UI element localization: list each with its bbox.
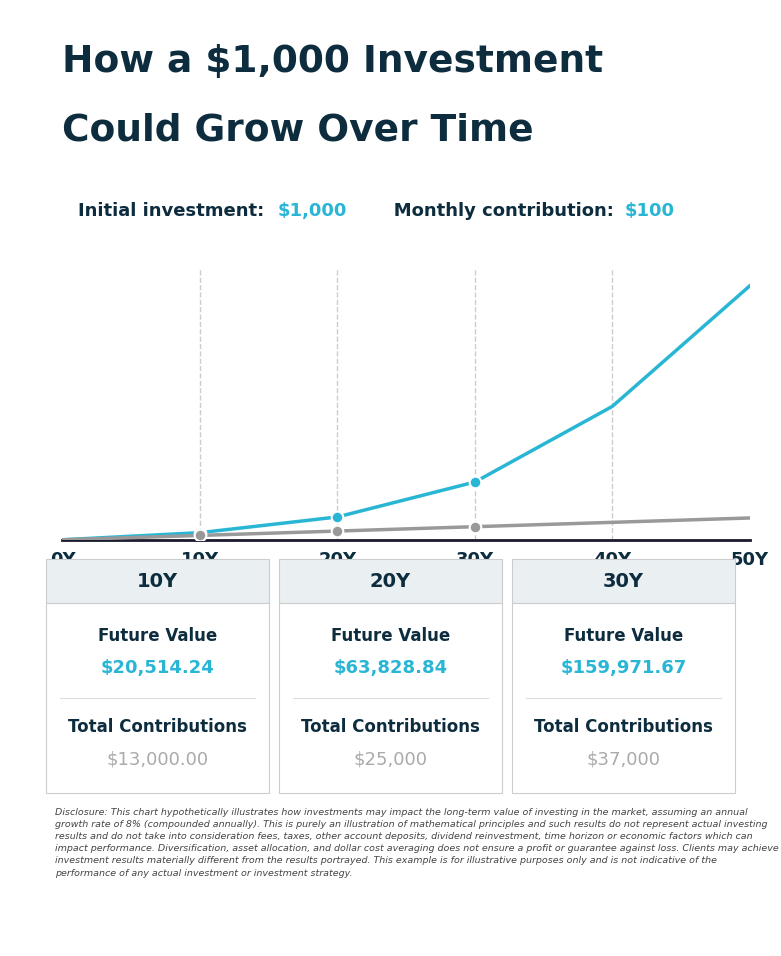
Point xyxy=(194,525,206,540)
Point xyxy=(331,524,344,539)
Text: $25,000: $25,000 xyxy=(354,750,427,769)
Text: $63,828.84: $63,828.84 xyxy=(333,659,448,677)
Text: Could Grow Over Time: Could Grow Over Time xyxy=(62,112,534,148)
Text: Future Value: Future Value xyxy=(98,626,217,644)
Text: Disclosure: This chart hypothetically illustrates how investments may impact the: Disclosure: This chart hypothetically il… xyxy=(55,808,779,878)
Text: $1,000: $1,000 xyxy=(277,202,347,220)
Point xyxy=(469,474,481,489)
Point xyxy=(469,519,481,534)
Text: Future Value: Future Value xyxy=(331,626,450,644)
FancyBboxPatch shape xyxy=(280,559,502,603)
FancyBboxPatch shape xyxy=(512,559,735,603)
Text: 10Y: 10Y xyxy=(137,572,178,591)
FancyBboxPatch shape xyxy=(46,603,269,793)
Text: 30Y: 30Y xyxy=(603,572,644,591)
FancyBboxPatch shape xyxy=(46,559,269,603)
Text: Initial investment:: Initial investment: xyxy=(78,202,270,220)
Text: $159,971.67: $159,971.67 xyxy=(561,659,686,677)
Point xyxy=(194,528,206,543)
FancyBboxPatch shape xyxy=(280,603,502,793)
Text: $100: $100 xyxy=(625,202,675,220)
Text: $20,514.24: $20,514.24 xyxy=(101,659,214,677)
Text: 20Y: 20Y xyxy=(370,572,411,591)
Point xyxy=(331,510,344,525)
Text: $37,000: $37,000 xyxy=(587,750,661,769)
Text: Total Contributions: Total Contributions xyxy=(534,718,713,736)
Text: Total Contributions: Total Contributions xyxy=(68,718,247,736)
Text: How a $1,000 Investment: How a $1,000 Investment xyxy=(62,44,604,80)
Text: $13,000.00: $13,000.00 xyxy=(106,750,209,769)
Text: Total Contributions: Total Contributions xyxy=(301,718,480,736)
Text: Future Value: Future Value xyxy=(564,626,683,644)
FancyBboxPatch shape xyxy=(512,603,735,793)
Text: Monthly contribution:: Monthly contribution: xyxy=(375,202,620,220)
